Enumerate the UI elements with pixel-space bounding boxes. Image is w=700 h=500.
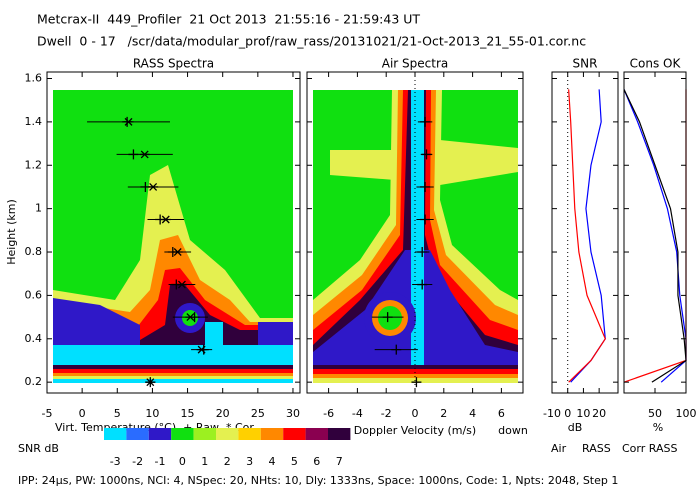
series-line xyxy=(570,89,606,383)
legend-entry: RASS xyxy=(582,442,611,455)
x-tick-label: -4 xyxy=(352,407,363,420)
header-line: Metcrax-II 449_Profiler 21 Oct 2013 21:5… xyxy=(37,12,420,27)
colorbar-cell xyxy=(193,428,216,440)
x-tick-label: 20 xyxy=(216,407,230,420)
colorbar-tick-label: 6 xyxy=(313,455,320,468)
x-tick-label: 50 xyxy=(648,407,662,420)
x-tick-label: 10 xyxy=(145,407,159,420)
y-tick-label: 1.6 xyxy=(25,72,43,85)
colorbar-tick-label: -1 xyxy=(155,455,166,468)
data-point xyxy=(196,345,207,354)
footer: IPP: 24µs, PW: 1000ns, NCI: 4, NSpec: 20… xyxy=(18,474,618,487)
x-tick-label: 5 xyxy=(114,407,121,420)
colorbar-cell xyxy=(216,428,239,440)
series-line xyxy=(623,89,687,383)
x-axis-label: % xyxy=(653,421,663,434)
colorbar-cell xyxy=(148,428,172,440)
panel-title: Cons OK xyxy=(630,57,682,71)
y-tick-label: 1 xyxy=(35,202,42,215)
y-tick-label: 1.4 xyxy=(25,115,43,128)
x-tick-label: -2 xyxy=(381,407,392,420)
colorbar-tick-label: -2 xyxy=(132,455,143,468)
x-tick-label: 4 xyxy=(469,407,476,420)
y-tick-label: 1.2 xyxy=(25,158,43,171)
colorbar-cell xyxy=(260,428,284,440)
data-point xyxy=(123,117,134,126)
data-point xyxy=(420,214,431,225)
colorbar-cell xyxy=(104,428,127,440)
data-point xyxy=(411,377,422,388)
y-tick-label: 0.8 xyxy=(25,245,43,258)
x-tick-label: -5 xyxy=(42,407,53,420)
x-tick-label: 20 xyxy=(592,407,606,420)
legend-entry: Air xyxy=(551,442,567,455)
panel-frame xyxy=(46,71,301,394)
data-point xyxy=(145,378,156,387)
colorbar-tick-label: -3 xyxy=(110,455,121,468)
data-point xyxy=(417,279,428,290)
legend-entry: Corr RASS xyxy=(622,442,677,455)
x-tick-label: 30 xyxy=(286,407,300,420)
y-axis-label: Height (km) xyxy=(5,199,18,265)
series-line xyxy=(568,89,606,383)
data-point xyxy=(420,181,431,192)
data-point xyxy=(172,248,183,256)
data-point xyxy=(160,215,171,224)
x-axis-end-label: down xyxy=(498,424,528,437)
rass-contours xyxy=(53,90,293,383)
x-tick-label: 0 xyxy=(564,407,571,420)
colorbar-label: SNR dB xyxy=(18,442,59,455)
colorbar-cell xyxy=(171,428,194,440)
x-tick-label: 15 xyxy=(181,407,195,420)
x-axis-label: Doppler Velocity (m/s) xyxy=(354,424,476,437)
panel-frame xyxy=(623,71,687,394)
colorbar-tick-label: 0 xyxy=(179,455,186,468)
data-point xyxy=(382,312,393,323)
series-line xyxy=(623,89,687,383)
colorbar-tick-label: 7 xyxy=(336,455,343,468)
data-point xyxy=(176,280,187,289)
x-tick-label: 6 xyxy=(498,407,505,420)
data-point xyxy=(417,247,428,258)
colorbar-tick-label: 2 xyxy=(224,455,231,468)
x-tick-label: -6 xyxy=(323,407,334,420)
x-tick-label: -10 xyxy=(543,407,561,420)
panel-title: SNR xyxy=(573,57,598,71)
header-line: Dwell 0 - 17 /scr/data/modular_prof/raw_… xyxy=(37,34,586,49)
colorbar-cell xyxy=(328,428,351,440)
colorbar-cell xyxy=(305,428,328,440)
colorbar-cell xyxy=(283,428,306,440)
panel-frame xyxy=(551,71,619,394)
panel-title: RASS Spectra xyxy=(133,57,214,71)
panel-title: Air Spectra xyxy=(382,57,449,71)
colorbar-cell xyxy=(238,428,261,440)
data-point xyxy=(391,344,402,355)
x-tick-label: 0 xyxy=(412,407,419,420)
y-tick-label: 0.6 xyxy=(25,288,43,301)
colorbar-tick-label: 1 xyxy=(201,455,208,468)
colorbar-tick-label: 5 xyxy=(291,455,298,468)
data-point xyxy=(420,116,431,127)
x-tick-label: 2 xyxy=(440,407,447,420)
x-tick-label: 100 xyxy=(676,407,697,420)
data-point xyxy=(148,182,159,191)
air-contours xyxy=(313,90,518,383)
colorbar-tick-label: 4 xyxy=(269,455,276,468)
x-tick-label: 10 xyxy=(576,407,590,420)
x-axis-label: dB xyxy=(568,421,583,434)
colorbar-tick-label: 3 xyxy=(246,455,253,468)
colorbar-cell xyxy=(126,428,149,440)
x-tick-label: 25 xyxy=(251,407,265,420)
y-tick-label: 0.2 xyxy=(25,375,43,388)
data-point xyxy=(421,149,432,160)
data-point xyxy=(139,150,150,159)
x-tick-label: 0 xyxy=(79,407,86,420)
data-point xyxy=(185,313,196,322)
series-line xyxy=(623,89,687,383)
y-tick-label: 0.4 xyxy=(25,332,43,345)
